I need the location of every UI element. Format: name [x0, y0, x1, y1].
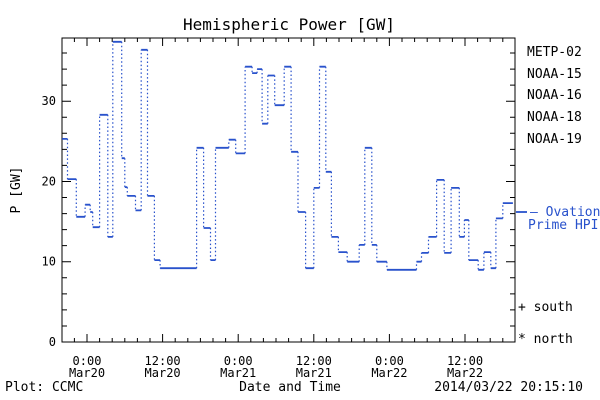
- y-tick-label: 20: [42, 174, 56, 188]
- plot-source-label: Plot: CCMC: [5, 380, 83, 395]
- plot-frame: [61, 37, 516, 343]
- x-axis-minor-ticks: [73, 38, 504, 342]
- legend-item-noaa-18: NOAA-18: [527, 110, 582, 125]
- x-tick-time-label: 12:00: [296, 354, 332, 368]
- x-tick-time-label: 0:00: [224, 354, 253, 368]
- y-axis-major-ticks: [62, 100, 515, 343]
- x-axis-title: Date and Time: [239, 380, 341, 395]
- x-tick-time-label: 12:00: [447, 354, 483, 368]
- satellite-legend: METP-02 NOAA-15 NOAA-16 NOAA-18 NOAA-19: [527, 45, 582, 147]
- x-tick-time-label: 12:00: [145, 354, 181, 368]
- y-axis-tick-labels: 0 10 20 30: [42, 94, 56, 349]
- y-axis-minor-ticks: [62, 52, 515, 327]
- hpi-step-line-vertical-connectors: [66, 41, 504, 270]
- x-axis-tick-labels: 0:00Mar2012:00Mar200:00Mar2112:00Mar210:…: [69, 354, 483, 380]
- legend-item-noaa-19: NOAA-19: [527, 132, 582, 147]
- legend-item-noaa-16: NOAA-16: [527, 88, 582, 103]
- plot-timestamp: 2014/03/22 20:15:10: [434, 380, 583, 395]
- x-axis-major-ticks: [86, 38, 466, 342]
- x-tick-time-label: 0:00: [375, 354, 404, 368]
- x-tick-date-label: Mar20: [145, 366, 181, 380]
- x-tick-date-label: Mar20: [69, 366, 105, 380]
- y-tick-label: 30: [42, 94, 56, 108]
- legend-item-noaa-15: NOAA-15: [527, 67, 582, 82]
- hpi-step-line-horizontal-segments: [62, 40, 513, 271]
- south-marker-key: + south: [518, 300, 573, 315]
- legend-item-metp-02: METP-02: [527, 45, 582, 60]
- x-tick-date-label: Mar21: [296, 366, 332, 380]
- x-tick-date-label: Mar22: [447, 366, 483, 380]
- plot-title: Hemispheric Power [GW]: [183, 15, 395, 34]
- ovation-label-line2: Prime HPI: [528, 218, 598, 233]
- north-marker-key: * north: [518, 332, 573, 347]
- x-tick-date-label: Mar21: [220, 366, 256, 380]
- y-axis-title: P [GW]: [9, 167, 24, 214]
- x-tick-date-label: Mar22: [371, 366, 407, 380]
- x-tick-time-label: 0:00: [73, 354, 102, 368]
- ovation-label-line1: — Ovation: [530, 205, 600, 220]
- y-tick-label: 0: [49, 335, 56, 349]
- y-tick-label: 10: [42, 255, 56, 269]
